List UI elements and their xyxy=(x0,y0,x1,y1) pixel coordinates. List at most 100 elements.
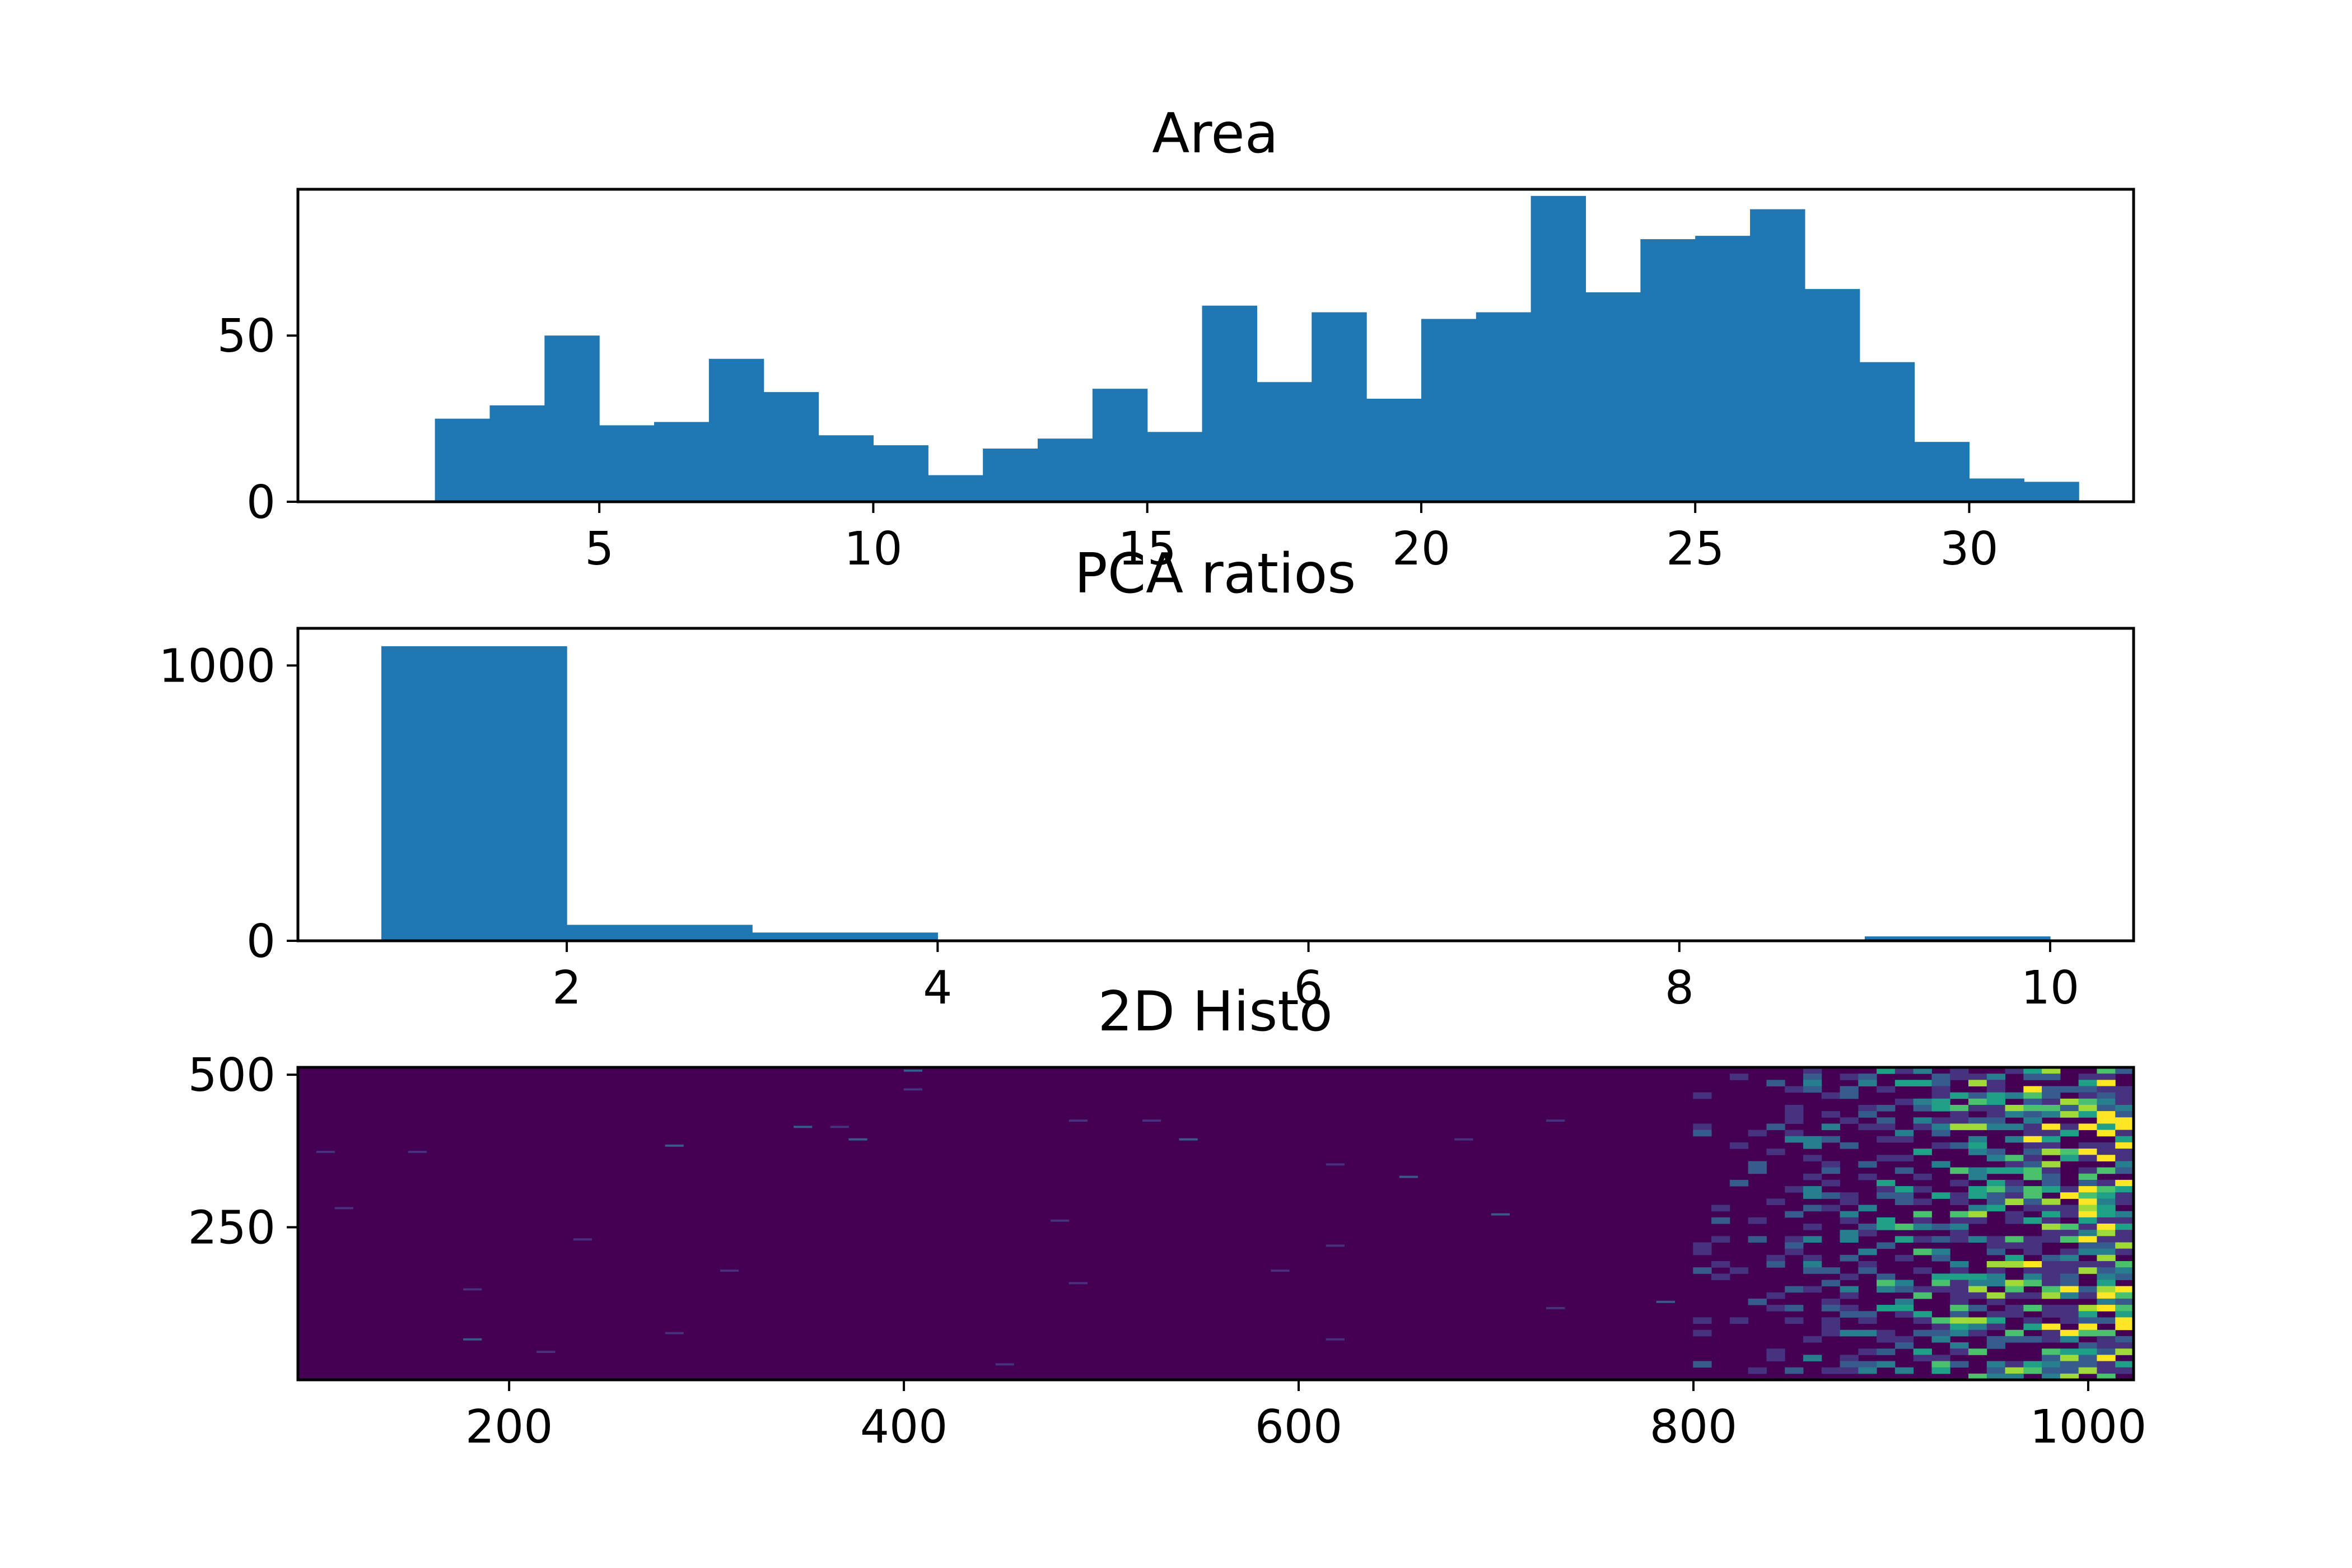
hist2d-cell xyxy=(2115,1149,2134,1155)
pca-ratios-ticks: 2 4 6 8 10 0 1000 xyxy=(158,640,2079,1015)
hist2d-cell xyxy=(2078,1236,2097,1243)
hist2d-cell xyxy=(1968,1305,1987,1312)
hist2d-cell xyxy=(1986,1311,2006,1318)
hist2d-cell xyxy=(1913,1098,1932,1105)
hist2d-cell xyxy=(2005,1111,2024,1118)
hist2d-cell xyxy=(1693,1248,1712,1256)
hist2d-cell xyxy=(1968,1205,1987,1212)
hist2d-cell xyxy=(1986,1155,2006,1161)
hist2d-cell xyxy=(1840,1311,1859,1318)
hist2d-cell xyxy=(2097,1292,2116,1299)
hist2d-cell xyxy=(2097,1280,2116,1287)
area-bar xyxy=(1969,478,2024,502)
hist2d-cell xyxy=(1785,1211,1804,1218)
hist2d-cell xyxy=(2042,1086,2061,1093)
hist2d-cell xyxy=(1986,1104,2006,1112)
area-histogram-panel: Area 5 10 15 20 25 30 0 50 xyxy=(217,102,2135,576)
hist2d-cell xyxy=(2023,1173,2042,1180)
hist2d-cell xyxy=(1785,1186,1804,1193)
area-bar xyxy=(873,445,928,502)
hist2d-cell xyxy=(2023,1305,2042,1312)
hist2d-cell xyxy=(2078,1367,2097,1374)
hist2d-cell xyxy=(1821,1179,1841,1187)
hist2d-cell xyxy=(1894,1298,1914,1305)
hist2d-cell xyxy=(2005,1373,2024,1380)
area-ytick-label: 50 xyxy=(217,310,276,363)
hist2d-cell xyxy=(1785,1367,1804,1374)
hist2d-cell xyxy=(1894,1280,1914,1287)
hist2d-cell xyxy=(1931,1161,1950,1168)
hist2d-cell xyxy=(1986,1198,2006,1206)
hist2d-cell xyxy=(2097,1117,2116,1124)
hist2d-cell xyxy=(1858,1230,1877,1236)
hist2d-cell xyxy=(2115,1267,2134,1274)
hist2d-cell xyxy=(1950,1111,1969,1118)
hist2d-cell xyxy=(1454,1138,1473,1141)
hist2d-cell xyxy=(2097,1179,2116,1187)
area-bar xyxy=(1585,292,1641,502)
hist2d-cell xyxy=(2005,1211,2024,1218)
hist2d-cell xyxy=(1840,1254,1859,1262)
hist2d-cell xyxy=(2060,1149,2079,1155)
pca-ratios-ytick-label: 1000 xyxy=(158,640,276,693)
hist2d-cell xyxy=(1877,1336,1896,1343)
hist2d-cell xyxy=(1491,1213,1510,1216)
hist2d-cell xyxy=(573,1238,592,1241)
hist2d-cell xyxy=(1693,1317,1712,1324)
hist2d-cell xyxy=(1894,1067,1914,1074)
hist2d-cell xyxy=(2042,1367,2061,1374)
hist2d-cell xyxy=(1986,1280,2006,1287)
hist2d-cell xyxy=(1950,1142,1969,1149)
hist2d-cell xyxy=(1913,1224,1932,1230)
hist2d-cell xyxy=(1840,1236,1859,1243)
area-bar xyxy=(1366,398,1422,502)
hist2d-cell xyxy=(1986,1167,2006,1174)
hist2d-cell xyxy=(2005,1186,2024,1193)
hist2d-cell xyxy=(2115,1317,2134,1324)
hist2d-cell xyxy=(1803,1286,1822,1293)
hist2d-cell xyxy=(1968,1123,1987,1131)
hist2d-cell xyxy=(2042,1329,2061,1337)
area-bar xyxy=(1421,319,1477,502)
area-axes-frame xyxy=(296,188,2135,503)
hist2d-cell xyxy=(1803,1173,1822,1180)
hist2d-cell xyxy=(1986,1092,2006,1099)
hist2d-cell xyxy=(2042,1323,2061,1331)
hist2d-cell xyxy=(1950,1280,1969,1287)
hist2d-cell xyxy=(2097,1123,2116,1131)
hist2d-ytick-label: 500 xyxy=(188,1049,276,1102)
hist2d-cell xyxy=(2097,1367,2116,1374)
hist2d-cell xyxy=(2060,1230,2079,1236)
hist2d-cell xyxy=(1858,1224,1877,1230)
hist2d-cell xyxy=(2023,1130,2042,1137)
area-bar xyxy=(1914,442,1970,502)
hist2d-cell xyxy=(408,1150,427,1153)
hist2d-cell xyxy=(1711,1273,1730,1280)
hist2d-cell xyxy=(1931,1092,1950,1099)
hist2d-cell xyxy=(1968,1092,1987,1099)
hist2d-cell xyxy=(1803,1336,1822,1343)
hist2d-cell xyxy=(1950,1361,1969,1368)
hist2d-cell xyxy=(2005,1329,2024,1337)
hist2d-cell xyxy=(1877,1217,1896,1224)
hist2d-cell xyxy=(1803,1267,1822,1274)
hist2d-cell xyxy=(2042,1267,2061,1274)
hist2d-cell xyxy=(2060,1317,2079,1324)
hist2d-cell xyxy=(1986,1342,2006,1349)
hist2d-cell xyxy=(2060,1186,2079,1193)
hist2d-cell xyxy=(2115,1117,2134,1124)
hist2d-cell xyxy=(2042,1254,2061,1262)
hist2d-cell xyxy=(1913,1186,1932,1193)
hist2d-cell xyxy=(794,1126,813,1128)
hist2d-ytick-label: 250 xyxy=(188,1202,276,1255)
hist2d-cell xyxy=(2115,1311,2134,1318)
hist2d-cell xyxy=(1950,1179,1969,1187)
hist2d-cell xyxy=(1931,1098,1950,1105)
hist2d-cell xyxy=(1068,1282,1088,1285)
hist2d-cell xyxy=(2078,1098,2097,1105)
hist2d-cells xyxy=(298,1067,2134,1380)
hist2d-cell xyxy=(1950,1211,1969,1218)
hist2d-cell xyxy=(1803,1155,1822,1161)
hist2d-cell xyxy=(2023,1161,2042,1168)
area-bar xyxy=(928,475,983,502)
